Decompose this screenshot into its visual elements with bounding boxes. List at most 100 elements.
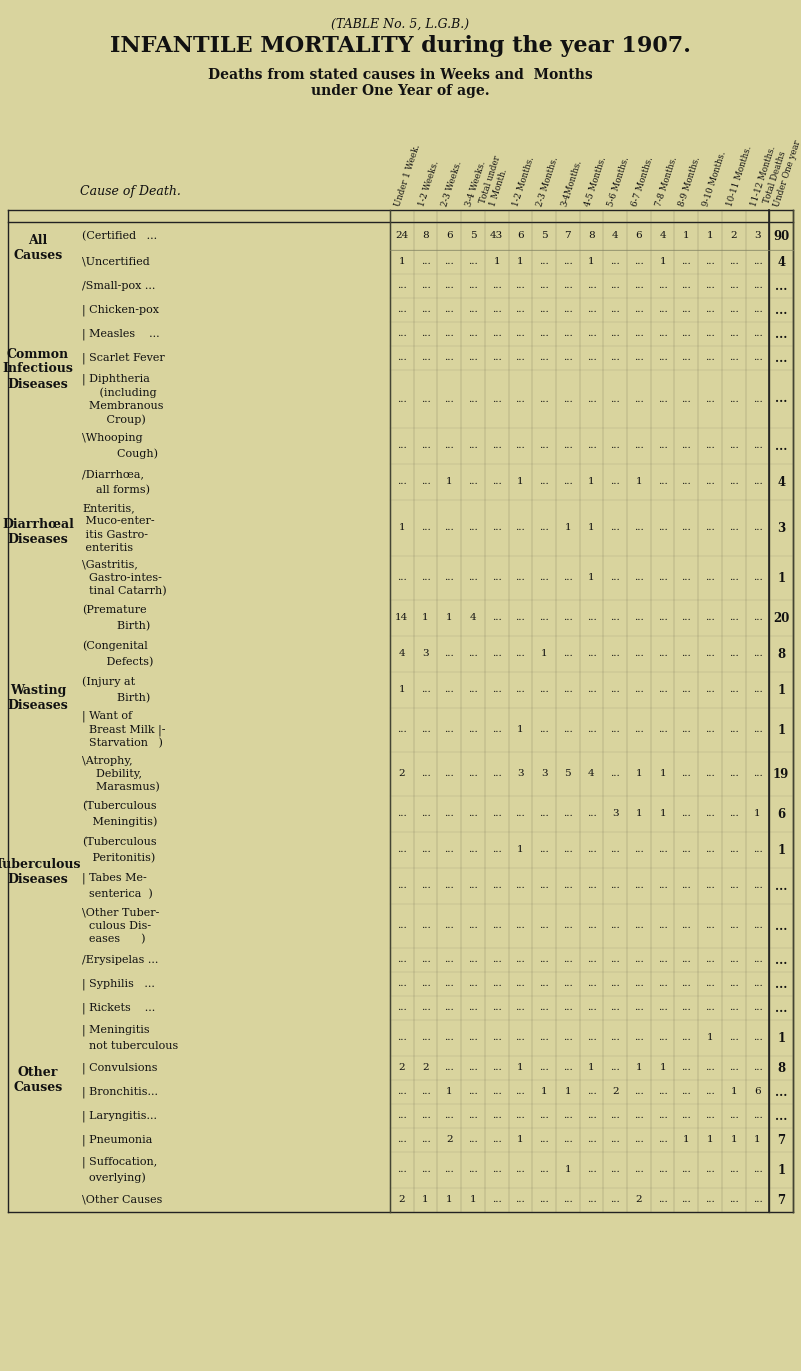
Text: ...: ... (682, 809, 691, 818)
Text: ...: ... (753, 921, 763, 931)
Text: ...: ... (445, 1112, 454, 1120)
Text: ...: ... (492, 573, 501, 583)
Text: ...: ... (563, 1064, 573, 1072)
Text: 1: 1 (731, 1087, 737, 1097)
Text: ...: ... (610, 354, 620, 362)
Text: 3: 3 (422, 650, 429, 658)
Text: ...: ... (610, 650, 620, 658)
Text: ...: ... (682, 1034, 691, 1042)
Text: \Atrophy,: \Atrophy, (82, 755, 133, 765)
Text: ...: ... (586, 395, 597, 403)
Text: ...: ... (753, 281, 763, 291)
Text: Diarrhœal
Diseases: Diarrhœal Diseases (2, 518, 74, 546)
Text: ...: ... (492, 979, 501, 988)
Text: | Pneumonia: | Pneumonia (82, 1134, 152, 1146)
Text: ...: ... (705, 1112, 715, 1120)
Text: ...: ... (516, 1112, 525, 1120)
Text: ...: ... (658, 329, 667, 339)
Text: ...: ... (634, 1004, 644, 1013)
Text: ...: ... (445, 441, 454, 451)
Text: ...: ... (610, 613, 620, 622)
Text: ...: ... (658, 1196, 667, 1205)
Text: ...: ... (729, 650, 739, 658)
Text: ...: ... (516, 686, 525, 695)
Text: ...: ... (610, 281, 620, 291)
Text: ...: ... (539, 846, 549, 854)
Text: ...: ... (516, 979, 525, 988)
Text: ...: ... (586, 306, 597, 314)
Text: ...: ... (468, 882, 478, 891)
Text: ...: ... (397, 1112, 407, 1120)
Text: ...: ... (563, 441, 573, 451)
Text: ...: ... (753, 354, 763, 362)
Text: ...: ... (492, 686, 501, 695)
Text: ...: ... (682, 650, 691, 658)
Text: ...: ... (445, 846, 454, 854)
Text: ...: ... (610, 524, 620, 532)
Text: ...: ... (658, 956, 667, 965)
Text: ...: ... (658, 441, 667, 451)
Text: | Syphilis   ...: | Syphilis ... (82, 979, 155, 990)
Text: ...: ... (682, 306, 691, 314)
Text: ...: ... (563, 1196, 573, 1205)
Text: | Want of: | Want of (82, 712, 132, 723)
Text: ...: ... (492, 1087, 501, 1097)
Text: 1: 1 (777, 1031, 785, 1045)
Text: ...: ... (586, 441, 597, 451)
Text: ...: ... (658, 354, 667, 362)
Text: ...: ... (421, 882, 430, 891)
Text: 1: 1 (446, 1087, 453, 1097)
Text: ...: ... (729, 1196, 739, 1205)
Text: ...: ... (421, 354, 430, 362)
Text: ...: ... (492, 1196, 501, 1205)
Text: (Congenital: (Congenital (82, 640, 147, 651)
Text: ...: ... (563, 956, 573, 965)
Text: not tuberculous: not tuberculous (82, 1041, 179, 1050)
Text: 5: 5 (565, 769, 571, 779)
Text: 7-8 Months.: 7-8 Months. (654, 156, 678, 208)
Text: ...: ... (610, 1165, 620, 1175)
Text: ...: ... (397, 725, 407, 735)
Text: 1: 1 (754, 809, 761, 818)
Text: ...: ... (397, 306, 407, 314)
Text: ...: ... (492, 1165, 501, 1175)
Text: ...: ... (539, 258, 549, 266)
Text: \Other Causes: \Other Causes (82, 1196, 163, 1205)
Text: 20: 20 (773, 611, 789, 625)
Text: 4: 4 (777, 255, 785, 269)
Text: tinal Catarrh): tinal Catarrh) (82, 587, 167, 596)
Text: ...: ... (610, 725, 620, 735)
Text: ...: ... (634, 613, 644, 622)
Text: (TABLE No. 5, L.G.B.): (TABLE No. 5, L.G.B.) (331, 18, 469, 32)
Text: ...: ... (539, 477, 549, 487)
Text: ...: ... (753, 441, 763, 451)
Text: 4: 4 (777, 476, 785, 488)
Text: ...: ... (729, 921, 739, 931)
Text: | Scarlet Fever: | Scarlet Fever (82, 352, 165, 363)
Text: ...: ... (492, 613, 501, 622)
Text: ...: ... (705, 979, 715, 988)
Text: ...: ... (682, 524, 691, 532)
Text: ...: ... (705, 477, 715, 487)
Text: ...: ... (682, 1165, 691, 1175)
Text: | Meningitis: | Meningitis (82, 1024, 150, 1036)
Text: all forms): all forms) (82, 485, 150, 495)
Text: ...: ... (397, 809, 407, 818)
Text: ...: ... (445, 809, 454, 818)
Text: ...: ... (492, 921, 501, 931)
Text: ...: ... (705, 1196, 715, 1205)
Text: ...: ... (753, 650, 763, 658)
Text: Membranous: Membranous (82, 400, 163, 411)
Text: ...: ... (539, 281, 549, 291)
Text: ...: ... (492, 1064, 501, 1072)
Text: ...: ... (468, 329, 478, 339)
Text: ...: ... (492, 846, 501, 854)
Text: ...: ... (492, 809, 501, 818)
Text: ...: ... (468, 477, 478, 487)
Text: ...: ... (753, 1112, 763, 1120)
Text: 4: 4 (612, 232, 618, 240)
Text: ...: ... (468, 281, 478, 291)
Text: ...: ... (729, 686, 739, 695)
Text: ...: ... (634, 573, 644, 583)
Text: ...: ... (468, 725, 478, 735)
